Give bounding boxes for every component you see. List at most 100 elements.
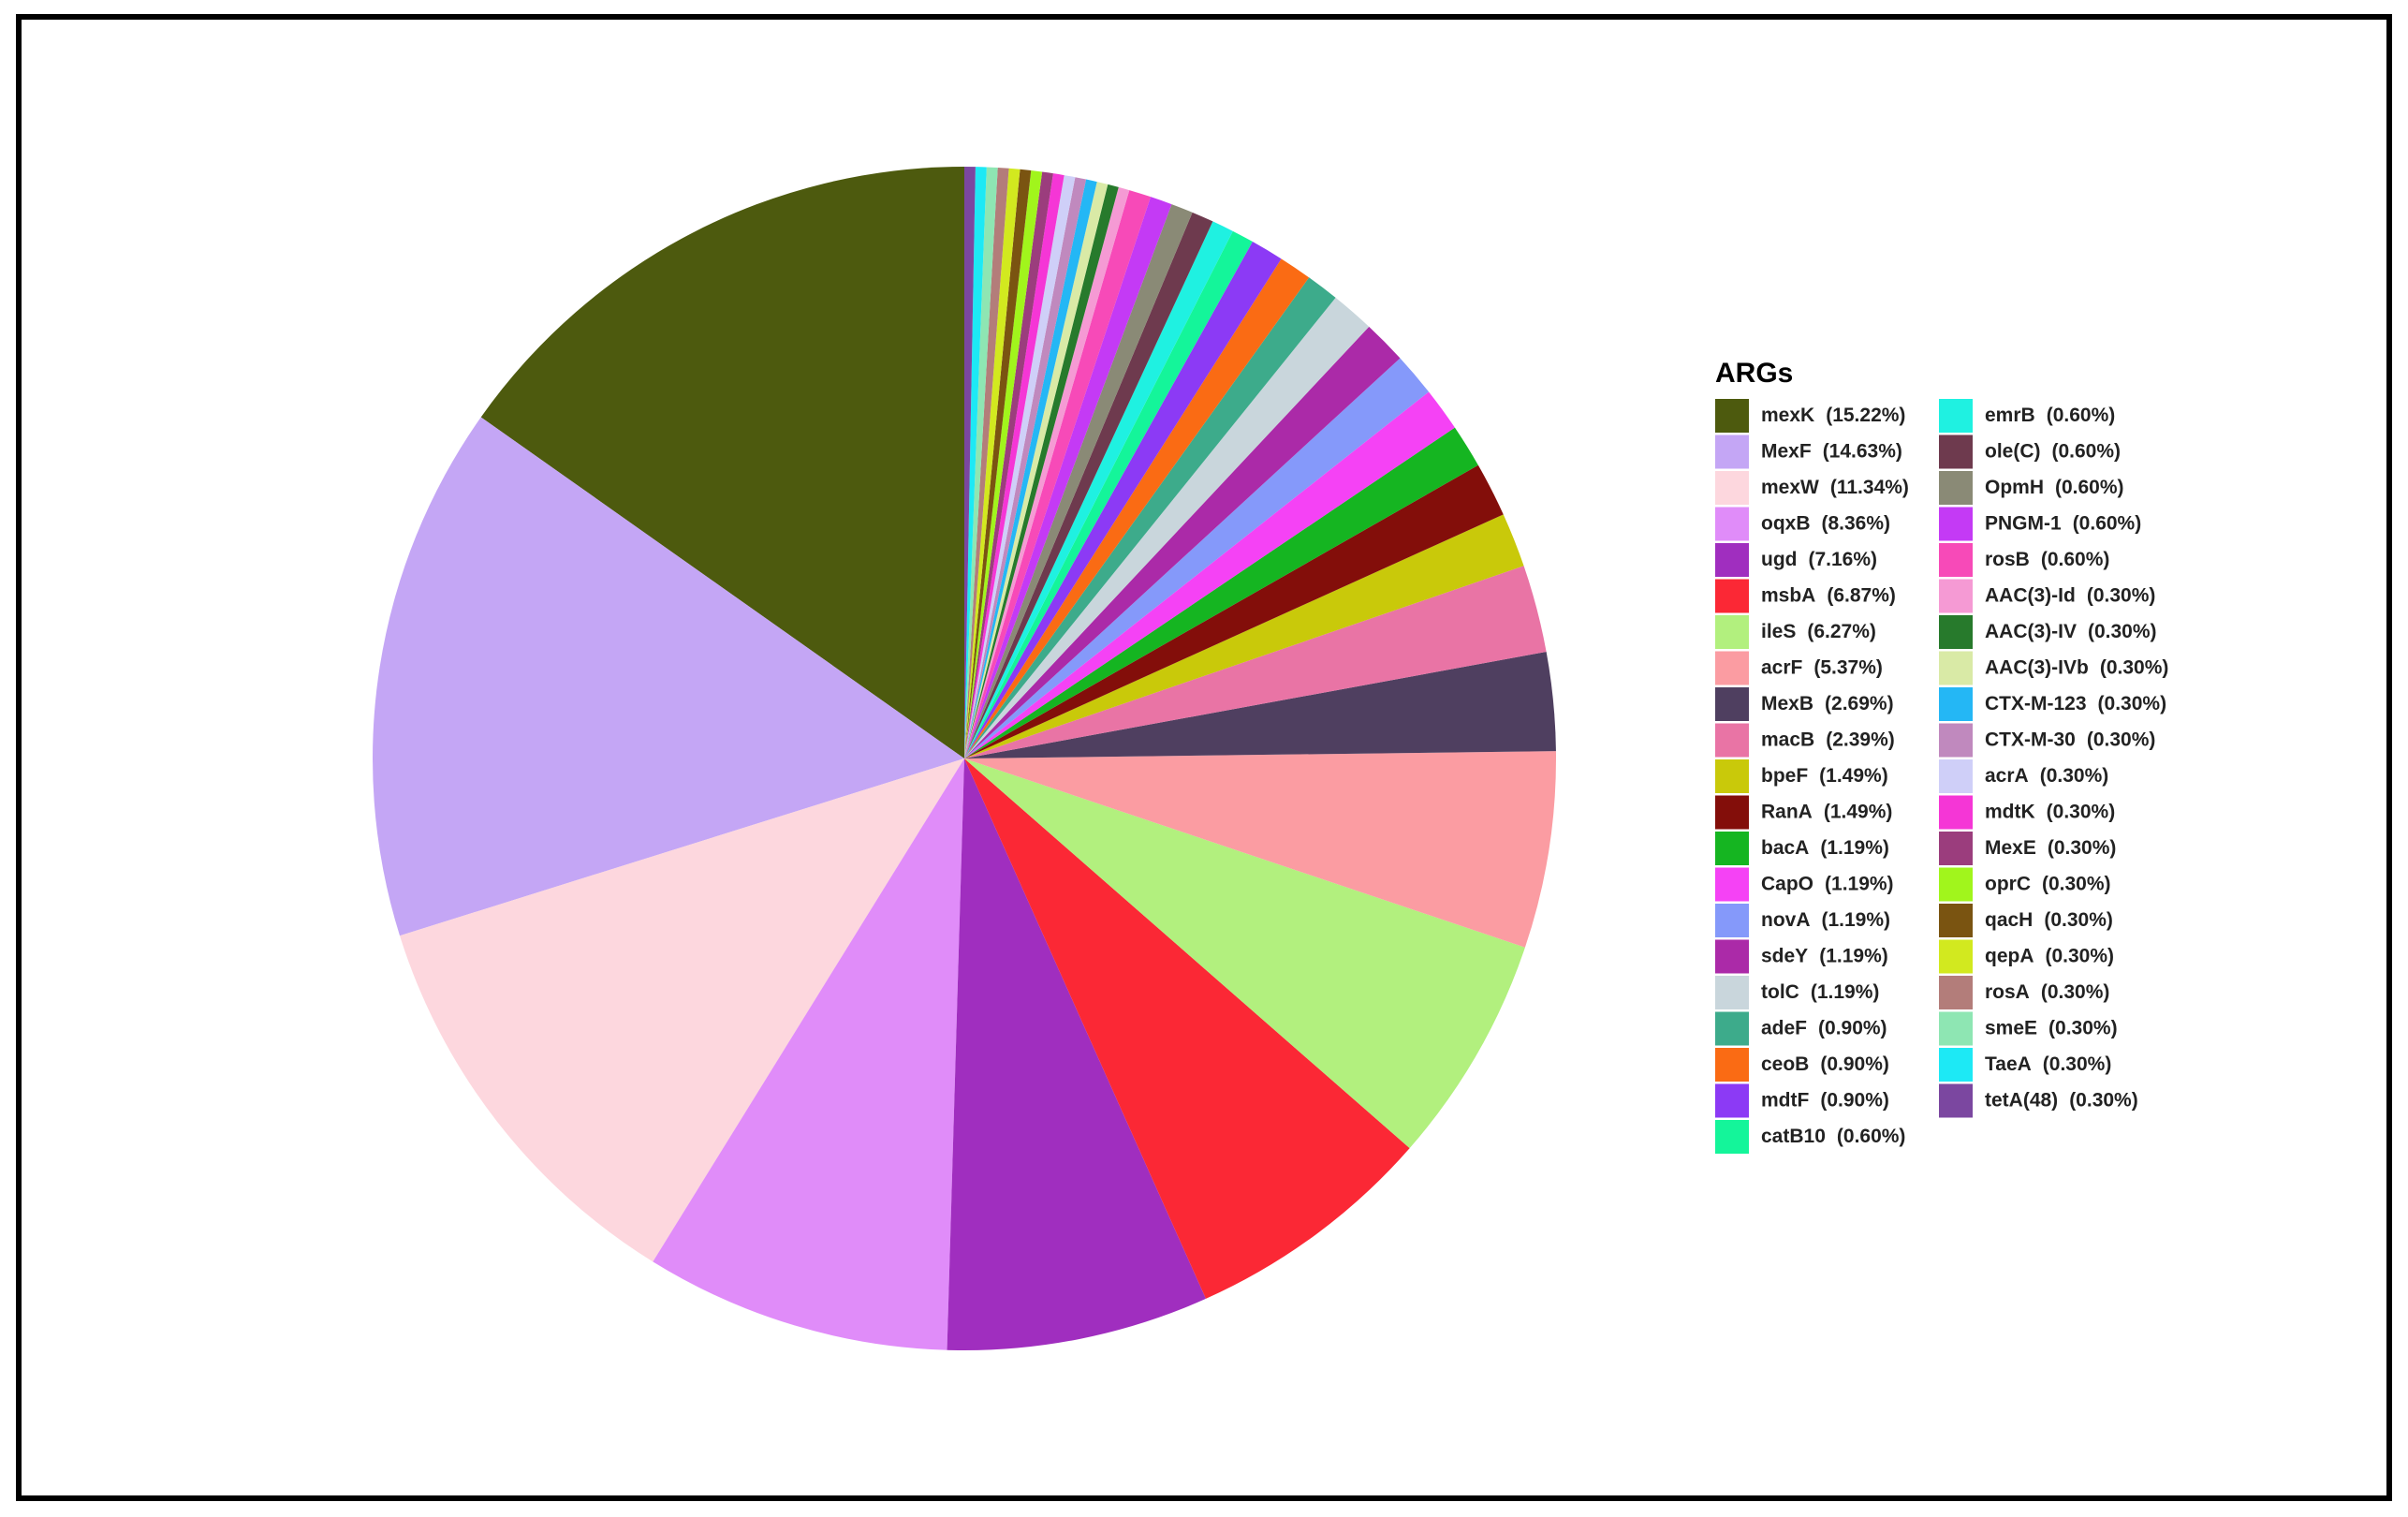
legend-label: ileS (6.27%) [1761, 621, 1876, 642]
legend-swatch [1715, 832, 1749, 865]
pie-slice [964, 190, 1152, 758]
legend-name: CTX-M-123 [1985, 693, 2087, 714]
legend-name: tetA(48) [1985, 1089, 2058, 1111]
legend-value: (5.37%) [1813, 656, 1883, 678]
legend-label: oprC (0.30%) [1985, 873, 2111, 894]
legend-name: macB [1761, 729, 1814, 750]
legend-name: bpeF [1761, 765, 1808, 787]
pie-slice [480, 167, 964, 758]
legend-label: tetA(48) (0.30%) [1985, 1089, 2138, 1111]
legend-value: (0.30%) [2042, 873, 2111, 894]
pie-slice [964, 751, 1556, 948]
pie-slice [964, 167, 987, 759]
legend-value: (7.16%) [1808, 549, 1877, 570]
legend-label: smeE (0.30%) [1985, 1017, 2118, 1038]
legend-value: (1.19%) [1820, 837, 1889, 859]
legend-name: adeF [1761, 1017, 1807, 1038]
pie-slice [964, 168, 1020, 758]
legend-label: ole(C) (0.60%) [1985, 440, 2121, 462]
legend-name: tolC [1761, 981, 1799, 1003]
legend-swatch [1939, 867, 1973, 902]
legend-swatch [1939, 939, 1973, 974]
pie-slice [964, 230, 1253, 759]
legend-value: (1.19%) [1811, 981, 1880, 1003]
legend-swatch [1715, 399, 1749, 433]
legend-label: RanA (1.49%) [1761, 801, 1892, 822]
legend-swatch [1939, 723, 1973, 758]
pie-slice [964, 758, 1410, 1299]
legend-value: (14.63%) [1823, 440, 1902, 462]
legend-swatch [1715, 1048, 1749, 1082]
legend-value: (0.60%) [2055, 477, 2124, 498]
legend-name: AAC(3)-IVb [1985, 656, 2089, 678]
legend-value: (0.60%) [1837, 1126, 1906, 1147]
legend-value: (0.30%) [2041, 981, 2110, 1003]
legend-value: (0.60%) [2047, 405, 2116, 426]
pie-slice [964, 326, 1401, 758]
legend-name: MexF [1761, 440, 1812, 462]
legend-swatch [1939, 543, 1973, 577]
legend-value: (11.34%) [1830, 477, 1909, 498]
legend-label: qepA (0.30%) [1985, 945, 2114, 966]
legend-swatch [1939, 904, 1973, 937]
legend-swatch [1715, 434, 1749, 469]
legend-swatch [1715, 579, 1749, 613]
legend-label: AAC(3)-IVb (0.30%) [1985, 656, 2168, 678]
legend-label: mexK (15.22%) [1761, 405, 1905, 426]
legend-value: (0.30%) [2046, 945, 2115, 966]
legend-name: AAC(3)-IV [1985, 621, 2077, 642]
pie-slice [964, 464, 1504, 758]
legend-value: (6.27%) [1807, 621, 1876, 642]
legend-name: msbA [1761, 584, 1815, 606]
legend-title: ARGs [1715, 358, 1793, 389]
legend-label: tolC (1.19%) [1761, 981, 1879, 1003]
legend-name: CapO [1761, 873, 1813, 894]
legend-value: (0.30%) [2048, 837, 2117, 859]
pie-slice [964, 242, 1282, 758]
legend-name: novA [1761, 909, 1811, 931]
legend-swatch [1939, 976, 1973, 1009]
legend-value: (0.90%) [1820, 1089, 1889, 1111]
legend-value: (15.22%) [1826, 405, 1905, 426]
legend-label: novA (1.19%) [1761, 909, 1890, 931]
legend-name: mdtF [1761, 1089, 1809, 1111]
pie-slice [964, 177, 1087, 759]
legend-label: rosA (0.30%) [1985, 981, 2109, 1003]
legend-value: (1.19%) [1822, 909, 1891, 931]
legend-label: bpeF (1.49%) [1761, 765, 1888, 787]
legend-label: CTX-M-123 (0.30%) [1985, 693, 2166, 714]
pie-slice [964, 758, 1525, 1149]
legend-value: (1.19%) [1825, 873, 1894, 894]
pie-slice [964, 652, 1556, 758]
legend-name: PNGM-1 [1985, 512, 2062, 534]
legend-label: qacH (0.30%) [1985, 909, 2113, 931]
pie-slice [964, 514, 1524, 758]
pie-slice [964, 277, 1336, 758]
pie-slice [964, 170, 1043, 759]
pie-slice [964, 179, 1097, 758]
legend-label: mdtF (0.90%) [1761, 1089, 1889, 1111]
legend-name: mexW [1761, 477, 1819, 498]
pie-slice [947, 758, 1207, 1350]
legend-swatch [1715, 651, 1749, 685]
legend-label: bacA (1.19%) [1761, 837, 1889, 859]
legend-name: acrA [1985, 765, 2029, 787]
legend-name: AAC(3)-Id [1985, 584, 2076, 606]
legend-swatch [1939, 832, 1973, 865]
pie-slice [400, 758, 964, 1262]
pie-slice [964, 173, 1065, 759]
pie-slice [964, 566, 1547, 758]
legend-name: OpmH [1985, 477, 2044, 498]
legend-value: (0.90%) [1820, 1053, 1889, 1075]
legend-name: RanA [1761, 801, 1813, 822]
legend-swatch [1939, 579, 1973, 613]
pie-slice [964, 391, 1455, 758]
legend-value: (0.30%) [2040, 765, 2109, 787]
pie-slice [964, 167, 998, 758]
pie-slice [964, 184, 1119, 759]
pie-slice [964, 175, 1076, 758]
legend-label: rosB (0.60%) [1985, 549, 2109, 570]
legend-swatch [1715, 867, 1749, 902]
pie-slice [964, 182, 1109, 758]
